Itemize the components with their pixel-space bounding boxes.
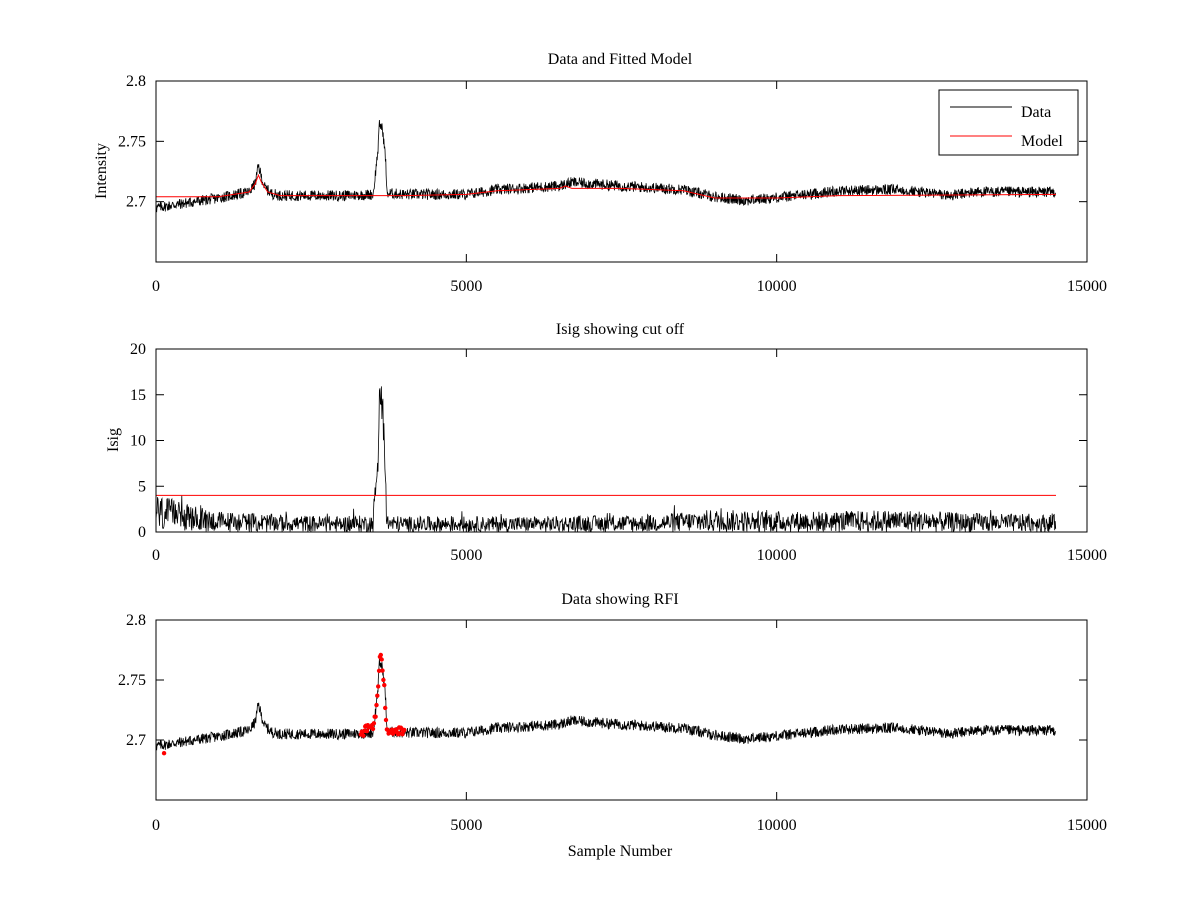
rfi-point [376, 668, 382, 673]
rfi-point [371, 721, 377, 726]
rfi-point [376, 684, 381, 689]
y-tick-label: 2.75 [118, 672, 146, 689]
axes-frame [155, 619, 1088, 801]
y-tick-label: 5 [138, 478, 146, 495]
x-tick-label: 15000 [1067, 817, 1107, 834]
rfi-point [361, 733, 366, 738]
rfi-point [382, 682, 387, 688]
y-tick-label: 2.75 [118, 133, 146, 150]
series-isig [156, 386, 1057, 532]
series-data [156, 658, 1057, 751]
y-tick-label: 2.7 [126, 732, 146, 749]
y-tick-label: 0 [138, 524, 146, 541]
y-tick-label: 2.8 [126, 612, 146, 629]
y-tick-label: 2.7 [126, 194, 146, 211]
x-tick-label: 10000 [757, 278, 797, 295]
legend-label-model: Model [1021, 133, 1063, 150]
x-tick-label: 5000 [450, 817, 482, 834]
rfi-point [380, 668, 385, 673]
rfi-point [375, 693, 380, 698]
rfi-point [381, 677, 386, 683]
chart-title: Data showing RFI [561, 591, 678, 608]
x-tick-label: 0 [152, 547, 160, 564]
rfi-point [364, 729, 370, 734]
rfi-point [373, 714, 378, 719]
axes-frame [155, 348, 1088, 533]
panel-isig: Isig showing cut off Isig 0 5000 10000 1… [105, 321, 1107, 564]
y-tick-label: 10 [130, 433, 146, 450]
y-tick-label: 15 [130, 387, 146, 404]
x-tick-label: 15000 [1067, 278, 1107, 295]
y-axis-label: Isig [105, 428, 122, 452]
rfi-point [374, 702, 379, 708]
y-axis-label: Intensity [93, 143, 110, 199]
rfi-point [402, 727, 407, 733]
panel-rfi: Data showing RFI Sample Number 0 5000 10… [118, 591, 1107, 860]
legend-box [938, 89, 1079, 156]
x-tick-label: 15000 [1067, 547, 1107, 564]
chart-title: Data and Fitted Model [548, 51, 693, 68]
x-tick-label: 0 [152, 817, 160, 834]
series-model [156, 173, 1057, 199]
series-data [156, 119, 1057, 213]
rfi-point [383, 705, 388, 711]
y-tick-label: 20 [130, 341, 146, 358]
rfi-point [370, 726, 376, 732]
chart-title: Isig showing cut off [556, 321, 685, 338]
y-tick-label: 2.8 [126, 73, 146, 90]
panel-data-and-model: Data and Fitted Model Intensity 0 5000 1… [93, 51, 1107, 295]
x-tick-label: 5000 [450, 547, 482, 564]
rfi-point [161, 751, 167, 756]
axes-frame [155, 80, 1088, 263]
rfi-point [379, 657, 384, 662]
legend-label-data: Data [1021, 104, 1051, 121]
x-tick-label: 5000 [450, 278, 482, 295]
rfi-point [383, 717, 389, 723]
x-tick-label: 10000 [757, 547, 797, 564]
x-axis-label: Sample Number [568, 843, 673, 860]
x-tick-label: 0 [152, 278, 160, 295]
legend: Data Model [938, 89, 1079, 156]
x-tick-label: 10000 [757, 817, 797, 834]
rfi-point [378, 652, 383, 658]
